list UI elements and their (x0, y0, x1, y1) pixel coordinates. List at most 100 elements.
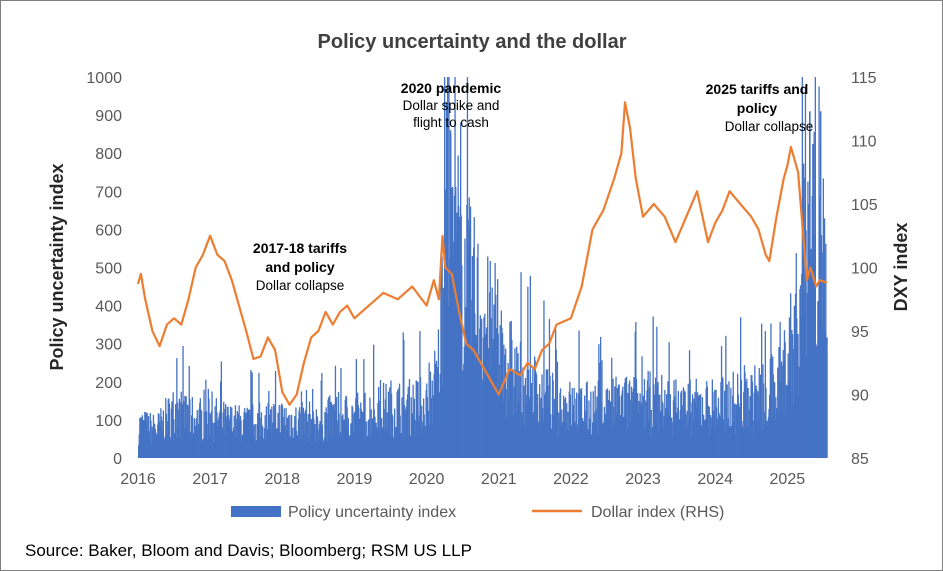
uncertainty-bar (168, 403, 171, 458)
uncertainty-bar (179, 438, 182, 458)
uncertainty-bar (592, 391, 594, 458)
uncertainty-bar (448, 77, 450, 458)
uncertainty-bar (301, 402, 303, 458)
uncertainty-bar (483, 317, 485, 458)
uncertainty-bar (364, 392, 366, 458)
uncertainty-bar (614, 386, 616, 458)
uncertainty-bar (743, 391, 745, 458)
uncertainty-bar (369, 397, 371, 458)
uncertainty-bar (201, 441, 203, 458)
uncertainty-bar (750, 375, 752, 458)
uncertainty-bar (659, 394, 661, 458)
uncertainty-bar (254, 423, 256, 458)
uncertainty-bar (289, 438, 291, 458)
uncertainty-bar (220, 361, 222, 458)
uncertainty-bar (622, 386, 624, 458)
left-tick-label: 400 (95, 299, 122, 316)
uncertainty-bar (511, 339, 513, 458)
uncertainty-bar (586, 381, 588, 458)
uncertainty-bar (564, 397, 567, 458)
uncertainty-bar (369, 437, 372, 458)
left-tick-label: 0 (113, 451, 122, 468)
uncertainty-bar (640, 402, 642, 458)
annotation-2017: 2017-18 tariffs and policy Dollar collap… (253, 240, 347, 293)
uncertainty-bar (264, 415, 266, 458)
uncertainty-bar (734, 404, 736, 458)
right-tick-label: 95 (851, 324, 869, 341)
uncertainty-bar (668, 342, 670, 458)
uncertainty-bar (675, 379, 677, 458)
x-tick-label: 2018 (264, 471, 300, 488)
uncertainty-bar (454, 77, 456, 458)
source-note: Source: Baker, Bloom and Davis; Bloomber… (25, 541, 472, 560)
uncertainty-bar (303, 433, 306, 458)
uncertainty-bar (590, 391, 592, 458)
uncertainty-bar (395, 431, 398, 458)
uncertainty-bar (379, 379, 382, 458)
uncertainty-bar (231, 407, 233, 458)
uncertainty-bar (561, 409, 563, 458)
uncertainty-bar (498, 387, 500, 458)
uncertainty-peak-bar (819, 111, 822, 459)
uncertainty-bar (575, 398, 577, 458)
x-tick-label: 2017 (192, 471, 228, 488)
uncertainty-bar (765, 388, 767, 458)
uncertainty-bar (648, 419, 650, 458)
uncertainty-bar (539, 384, 541, 458)
annotation-2025-sub-1: Dollar collapse (725, 119, 814, 134)
uncertainty-bar (212, 442, 214, 458)
uncertainty-bar (728, 381, 730, 458)
x-tick-label: 2022 (553, 471, 589, 488)
uncertainty-bar (429, 371, 432, 458)
uncertainty-bar (600, 336, 602, 458)
uncertainty-bar (593, 425, 595, 458)
uncertainty-bar (373, 409, 375, 458)
uncertainty-bar (363, 359, 365, 458)
uncertainty-bar (441, 256, 443, 458)
uncertainty-bar (142, 419, 145, 458)
uncertainty-bar (274, 371, 277, 458)
uncertainty-bar (329, 395, 331, 458)
uncertainty-bar (776, 408, 778, 458)
uncertainty-bar (560, 426, 562, 458)
uncertainty-bar (428, 362, 430, 458)
dollar-index-line (136, 101, 828, 406)
x-tick-label: 2021 (481, 471, 517, 488)
uncertainty-bar (389, 387, 391, 458)
left-tick-label: 700 (95, 184, 122, 201)
uncertainty-bar (798, 366, 800, 458)
uncertainty-bar (187, 405, 189, 458)
x-tick-label: 2020 (409, 471, 445, 488)
uncertainty-bar (538, 431, 540, 458)
uncertainty-bar (208, 398, 210, 458)
uncertainty-bar (656, 326, 658, 458)
uncertainty-bar (714, 389, 716, 458)
uncertainty-bar (576, 392, 578, 458)
uncertainty-bar (476, 335, 478, 458)
right-tick-label: 115 (851, 70, 877, 87)
uncertainty-bar (208, 436, 211, 458)
uncertainty-bar (355, 359, 357, 458)
uncertainty-bar (256, 424, 258, 458)
uncertainty-bar (311, 442, 313, 458)
uncertainty-bar (717, 397, 720, 458)
uncertainty-bar (318, 424, 320, 458)
uncertainty-bar (690, 411, 692, 458)
annotation-2020-sub-2: flight to cash (413, 115, 489, 130)
uncertainty-bar (461, 265, 463, 458)
uncertainty-bar (791, 329, 793, 458)
uncertainty-bar (784, 342, 786, 458)
uncertainty-bar (321, 373, 323, 458)
uncertainty-bar (200, 410, 203, 458)
uncertainty-bar (252, 404, 254, 458)
uncertainty-bar (516, 401, 518, 458)
uncertainty-bar (626, 429, 628, 458)
uncertainty-bar (216, 412, 218, 458)
uncertainty-bar (650, 409, 652, 458)
uncertainty-bar (183, 428, 185, 458)
annotation-2020-sub-1: Dollar spike and (403, 98, 500, 113)
uncertainty-bar (194, 419, 196, 458)
bars-group (138, 77, 828, 459)
left-tick-label: 600 (95, 222, 122, 239)
legend: Policy uncertainty index Dollar index (R… (231, 504, 724, 521)
